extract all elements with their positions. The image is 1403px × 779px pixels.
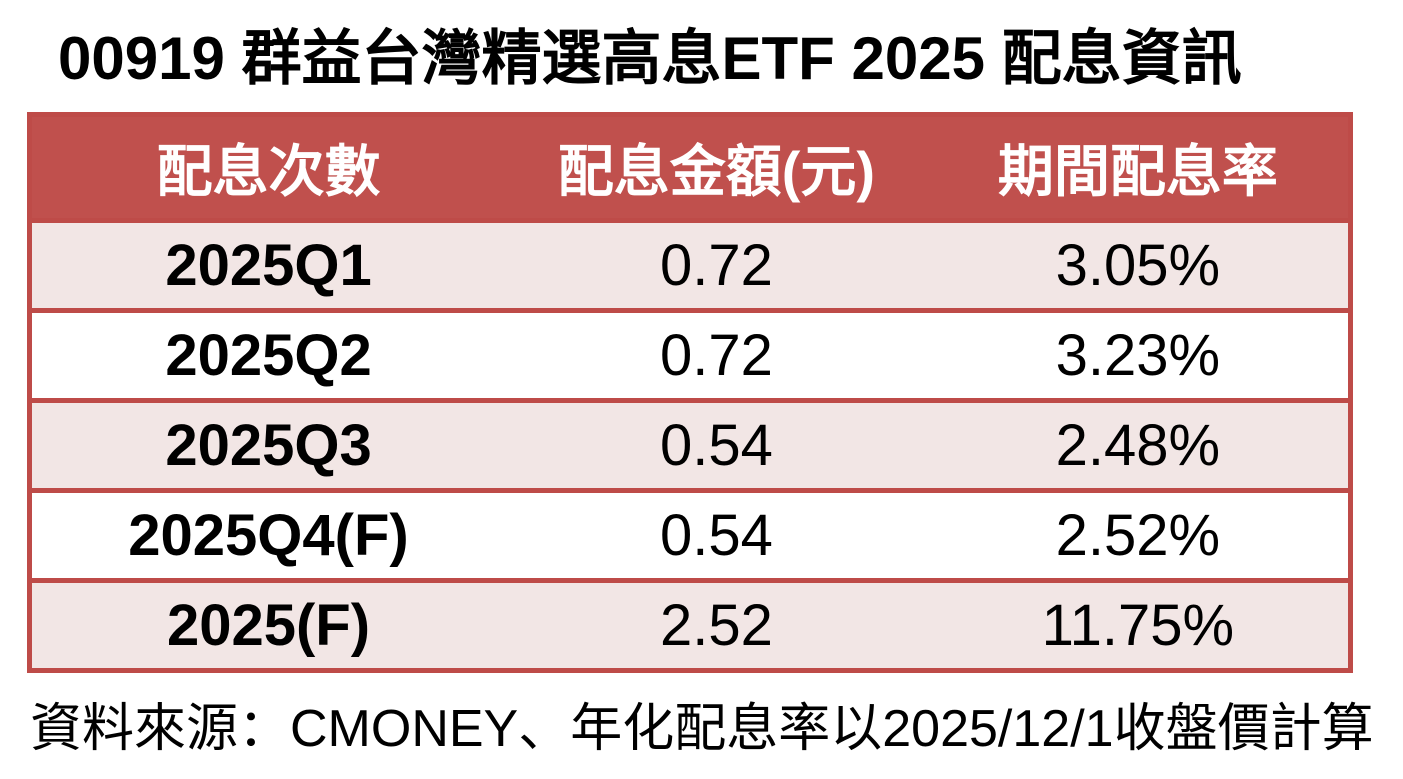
page-title: 00919 群益台灣精選高息ETF 2025 配息資訊	[58, 25, 1242, 92]
table-row: 2025Q1 0.72 3.05%	[27, 218, 1353, 313]
cell-period: 2025Q1	[27, 218, 506, 313]
source-note: 資料來源：CMONEY、年化配息率以2025/12/1收盤價計算	[30, 700, 1374, 758]
cell-yield: 3.23%	[927, 308, 1353, 403]
cell-period: 2025Q3	[27, 398, 506, 493]
cell-period: 2025Q4(F)	[27, 488, 506, 583]
cell-period: 2025Q2	[27, 308, 506, 403]
dividend-table: 配息次數 配息金額(元) 期間配息率 2025Q1 0.72 3.05% 202…	[27, 112, 1353, 673]
table-row: 2025Q3 0.54 2.48%	[27, 398, 1353, 493]
cell-amount: 0.72	[505, 308, 928, 403]
cell-yield: 2.52%	[927, 488, 1353, 583]
col-header-amount: 配息金額(元)	[505, 112, 928, 223]
cell-yield: 3.05%	[927, 218, 1353, 313]
col-header-yield: 期間配息率	[927, 112, 1353, 223]
cell-yield: 2.48%	[927, 398, 1353, 493]
table-row: 2025Q4(F) 0.54 2.52%	[27, 488, 1353, 583]
table-header-row: 配息次數 配息金額(元) 期間配息率	[27, 112, 1353, 223]
col-header-period: 配息次數	[27, 112, 506, 223]
cell-period: 2025(F)	[27, 578, 506, 673]
cell-yield: 11.75%	[927, 578, 1353, 673]
table-row: 2025Q2 0.72 3.23%	[27, 308, 1353, 403]
table-row: 2025(F) 2.52 11.75%	[27, 578, 1353, 673]
cell-amount: 0.72	[505, 218, 928, 313]
cell-amount: 0.54	[505, 488, 928, 583]
cell-amount: 2.52	[505, 578, 928, 673]
cell-amount: 0.54	[505, 398, 928, 493]
